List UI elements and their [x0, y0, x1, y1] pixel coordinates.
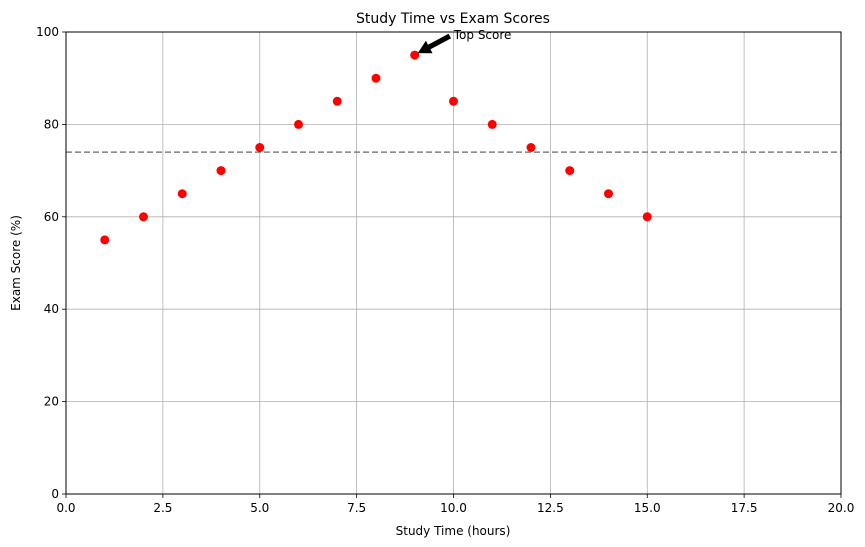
x-tick-label: 20.0 — [828, 501, 855, 515]
x-tick-label: 5.0 — [250, 501, 269, 515]
chart-title: Study Time vs Exam Scores — [356, 11, 550, 27]
annotation-arrow — [417, 33, 451, 54]
y-axis-label: Exam Score (%) — [9, 215, 23, 311]
y-tick-label: 40 — [44, 302, 59, 316]
data-point — [410, 50, 420, 60]
x-axis-label: Study Time (hours) — [396, 524, 511, 538]
x-tick-label: 7.5 — [347, 501, 366, 515]
y-tick-label: 0 — [51, 487, 59, 501]
data-point — [526, 143, 536, 152]
data-point — [177, 189, 187, 199]
annotation-label: Top Score — [453, 28, 512, 42]
data-point — [449, 96, 458, 106]
data-point — [642, 212, 652, 222]
data-point — [294, 119, 303, 129]
data-point — [332, 96, 342, 106]
data-point — [604, 189, 613, 199]
y-tick-label: 100 — [36, 25, 59, 39]
x-tick-label: 0.0 — [56, 501, 75, 515]
x-tick-label: 17.5 — [731, 501, 758, 515]
x-tick-label: 10.0 — [440, 501, 467, 515]
data-point — [255, 143, 265, 152]
data-point — [371, 73, 381, 83]
data-point — [100, 235, 110, 245]
x-axis-ticks: 0.0 2.5 5.0 7.5 10.0 12.5 15.0 17.5 20.0 — [56, 494, 854, 515]
data-point — [216, 166, 226, 176]
data-points — [100, 50, 652, 245]
x-tick-label: 12.5 — [537, 501, 564, 515]
data-point — [565, 166, 575, 176]
y-tick-label: 80 — [44, 117, 59, 131]
y-tick-label: 60 — [44, 210, 59, 224]
x-tick-label: 15.0 — [634, 501, 661, 515]
x-tick-label: 2.5 — [153, 501, 172, 515]
data-point — [139, 212, 148, 222]
y-axis-ticks: 0 20 40 60 80 100 — [36, 25, 66, 501]
data-point — [487, 119, 497, 129]
y-tick-label: 20 — [44, 395, 59, 409]
